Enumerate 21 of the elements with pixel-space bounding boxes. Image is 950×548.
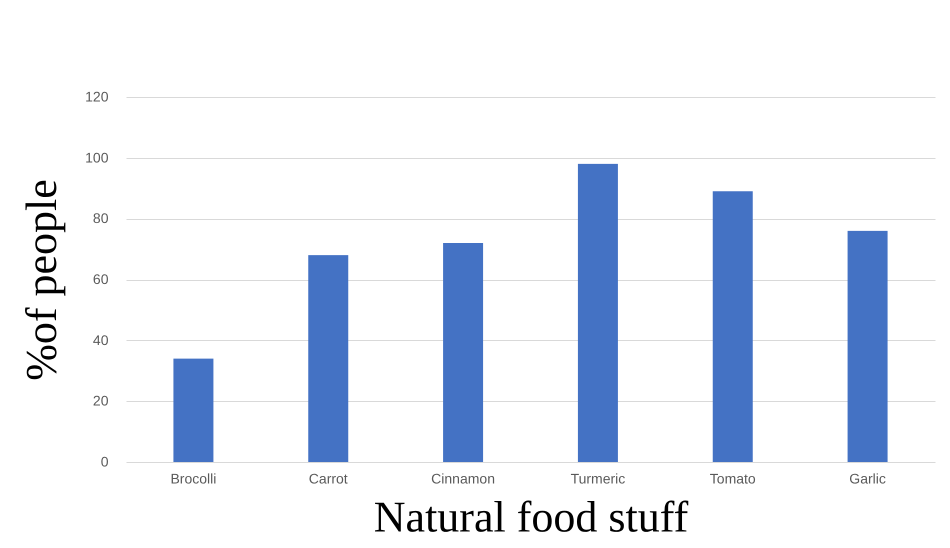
x-tick-label: Carrot <box>308 470 348 486</box>
y-tick-label: 0 <box>100 454 109 470</box>
x-tick-label: Brocolli <box>170 470 216 486</box>
y-tick-label: 80 <box>92 210 109 226</box>
bar <box>173 358 214 462</box>
x-tick-label: Tomato <box>710 470 756 486</box>
y-tick-label: 20 <box>92 392 109 409</box>
x-tick-label: Garlic <box>849 470 886 486</box>
x-axis-title: Natural food stuff <box>374 492 689 542</box>
x-tick-label: Cinnamon <box>431 470 495 486</box>
y-tick-label: 40 <box>92 332 109 348</box>
bar <box>443 243 484 462</box>
bar <box>848 230 888 462</box>
bar <box>712 191 753 462</box>
y-tick-label: 60 <box>92 271 109 287</box>
y-tick-label: 100 <box>85 149 109 166</box>
y-tick-label: 120 <box>85 88 109 104</box>
y-axis-title: %of people <box>17 179 66 381</box>
bar <box>578 164 618 462</box>
bar <box>308 255 348 462</box>
x-tick-label: Turmeric <box>570 470 626 486</box>
